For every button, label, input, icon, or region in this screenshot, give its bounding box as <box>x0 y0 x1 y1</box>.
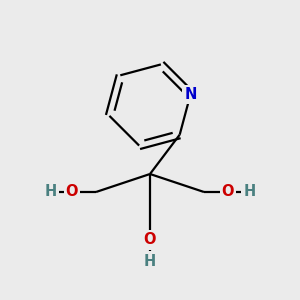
Text: H: H <box>244 184 256 200</box>
Text: O: O <box>66 184 78 200</box>
Text: H: H <box>144 254 156 268</box>
Text: O: O <box>144 232 156 247</box>
Text: H: H <box>44 184 56 200</box>
Text: N: N <box>184 87 197 102</box>
Text: O: O <box>222 184 234 200</box>
